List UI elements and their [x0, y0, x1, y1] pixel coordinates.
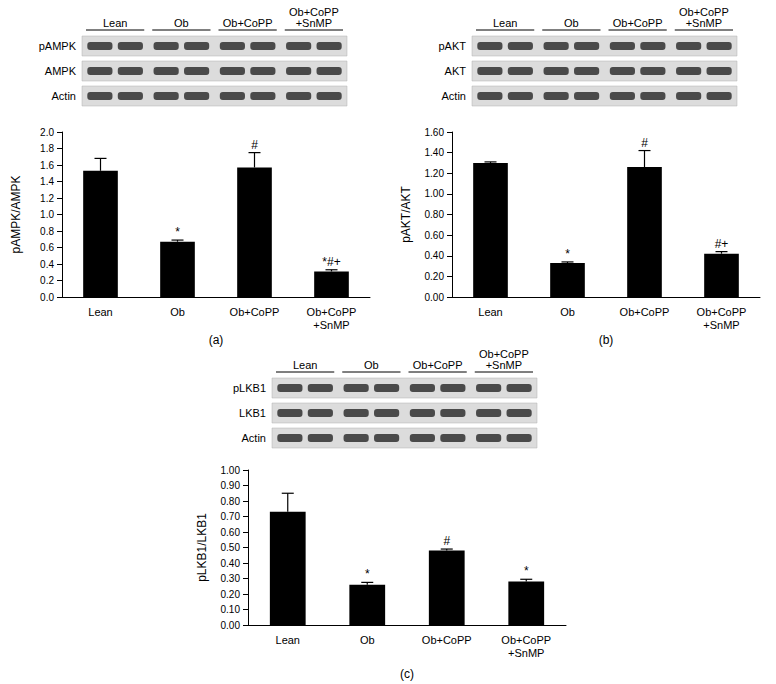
svg-text:0.8: 0.8: [40, 226, 54, 237]
svg-text:Ob+CoPP: Ob+CoPP: [679, 5, 729, 18]
svg-text:Ob+CoPP: Ob+CoPP: [620, 306, 670, 318]
svg-text:(b): (b): [599, 333, 614, 347]
svg-text:1.2: 1.2: [40, 193, 54, 204]
svg-text:+SnMP: +SnMP: [508, 647, 544, 659]
svg-text:0.20: 0.20: [425, 271, 445, 282]
svg-text:Actin: Actin: [442, 90, 466, 102]
svg-text:Ob+CoPP: Ob+CoPP: [613, 17, 663, 29]
svg-text:+SnMP: +SnMP: [686, 17, 722, 29]
svg-text:0.40: 0.40: [221, 558, 241, 569]
svg-text:pAKT: pAKT: [438, 40, 466, 52]
svg-text:0.20: 0.20: [221, 589, 241, 600]
svg-text:Ob: Ob: [560, 306, 575, 318]
svg-text:Ob+CoPP: Ob+CoPP: [307, 306, 357, 318]
svg-text:Lean: Lean: [493, 17, 517, 29]
svg-text:Ob: Ob: [364, 359, 379, 371]
svg-text:0.50: 0.50: [221, 542, 241, 553]
svg-text:pLKB1/LKB1: pLKB1/LKB1: [195, 513, 209, 582]
svg-text:0.6: 0.6: [40, 242, 54, 253]
svg-text:1.20: 1.20: [425, 168, 445, 179]
svg-text:AMPK: AMPK: [45, 65, 77, 77]
svg-text:*#+: *#+: [322, 255, 340, 269]
svg-text:Lean: Lean: [478, 306, 502, 318]
svg-text:0.30: 0.30: [221, 573, 241, 584]
svg-text:#: #: [443, 534, 450, 548]
svg-text:Actin: Actin: [52, 90, 76, 102]
svg-text:0.2: 0.2: [40, 275, 54, 286]
svg-text:+SnMP: +SnMP: [703, 319, 739, 331]
svg-text:Ob: Ob: [174, 17, 189, 29]
svg-text:Lean: Lean: [88, 306, 112, 318]
svg-text:Lean: Lean: [293, 359, 317, 371]
svg-text:(a): (a): [209, 333, 224, 347]
svg-text:0.10: 0.10: [221, 604, 241, 615]
svg-text:*: *: [524, 564, 529, 578]
svg-text:Lean: Lean: [276, 634, 300, 646]
svg-text:0.80: 0.80: [221, 496, 241, 507]
svg-text:*: *: [365, 567, 370, 581]
svg-text:(c): (c): [400, 667, 414, 681]
svg-text:Ob+CoPP: Ob+CoPP: [223, 17, 273, 29]
svg-text:Ob+CoPP: Ob+CoPP: [422, 634, 472, 646]
svg-text:1.00: 1.00: [221, 465, 241, 476]
svg-text:AKT: AKT: [445, 65, 467, 77]
svg-text:0.80: 0.80: [425, 209, 445, 220]
svg-text:#+: #+: [715, 237, 729, 251]
svg-text:2.0: 2.0: [40, 127, 54, 138]
svg-text:1.60: 1.60: [425, 127, 445, 138]
svg-text:1.6: 1.6: [40, 160, 54, 171]
svg-text:#: #: [641, 136, 648, 150]
svg-text:0.70: 0.70: [221, 511, 241, 522]
svg-text:Ob: Ob: [360, 634, 375, 646]
svg-text:0.00: 0.00: [221, 620, 241, 631]
svg-text:Ob: Ob: [170, 306, 185, 318]
svg-text:Ob+CoPP: Ob+CoPP: [501, 634, 551, 646]
svg-text:Ob+CoPP: Ob+CoPP: [697, 306, 747, 318]
svg-text:1.8: 1.8: [40, 143, 54, 154]
svg-text:1.4: 1.4: [40, 176, 54, 187]
svg-text:Lean: Lean: [103, 17, 127, 29]
svg-text:0.60: 0.60: [221, 527, 241, 538]
svg-text:Ob+CoPP: Ob+CoPP: [230, 306, 280, 318]
svg-text:Ob: Ob: [564, 17, 579, 29]
svg-text:#: #: [251, 138, 258, 152]
svg-text:pAMPK/AMPK: pAMPK/AMPK: [9, 175, 23, 253]
svg-text:0.90: 0.90: [221, 480, 241, 491]
svg-text:pLKB1: pLKB1: [233, 382, 266, 394]
svg-text:0.00: 0.00: [425, 292, 445, 303]
svg-text:+SnMP: +SnMP: [296, 17, 332, 29]
svg-text:Ob+CoPP: Ob+CoPP: [413, 359, 463, 371]
svg-text:0.0: 0.0: [40, 292, 54, 303]
svg-text:*: *: [565, 247, 570, 261]
svg-text:Ob+CoPP: Ob+CoPP: [289, 5, 339, 18]
svg-text:0.40: 0.40: [425, 250, 445, 261]
svg-text:+SnMP: +SnMP: [486, 359, 522, 371]
svg-text:LKB1: LKB1: [239, 407, 266, 419]
svg-text:+SnMP: +SnMP: [313, 319, 349, 331]
svg-text:0.60: 0.60: [425, 230, 445, 241]
svg-text:Ob+CoPP: Ob+CoPP: [479, 347, 529, 360]
svg-text:*: *: [175, 225, 180, 239]
svg-text:0.4: 0.4: [40, 259, 54, 270]
svg-text:1.0: 1.0: [40, 209, 54, 220]
svg-text:Actin: Actin: [242, 432, 266, 444]
svg-text:pAMPK: pAMPK: [39, 40, 77, 52]
svg-text:pAKT/AKT: pAKT/AKT: [399, 185, 413, 242]
svg-text:1.40: 1.40: [425, 147, 445, 158]
svg-text:1.00: 1.00: [425, 188, 445, 199]
